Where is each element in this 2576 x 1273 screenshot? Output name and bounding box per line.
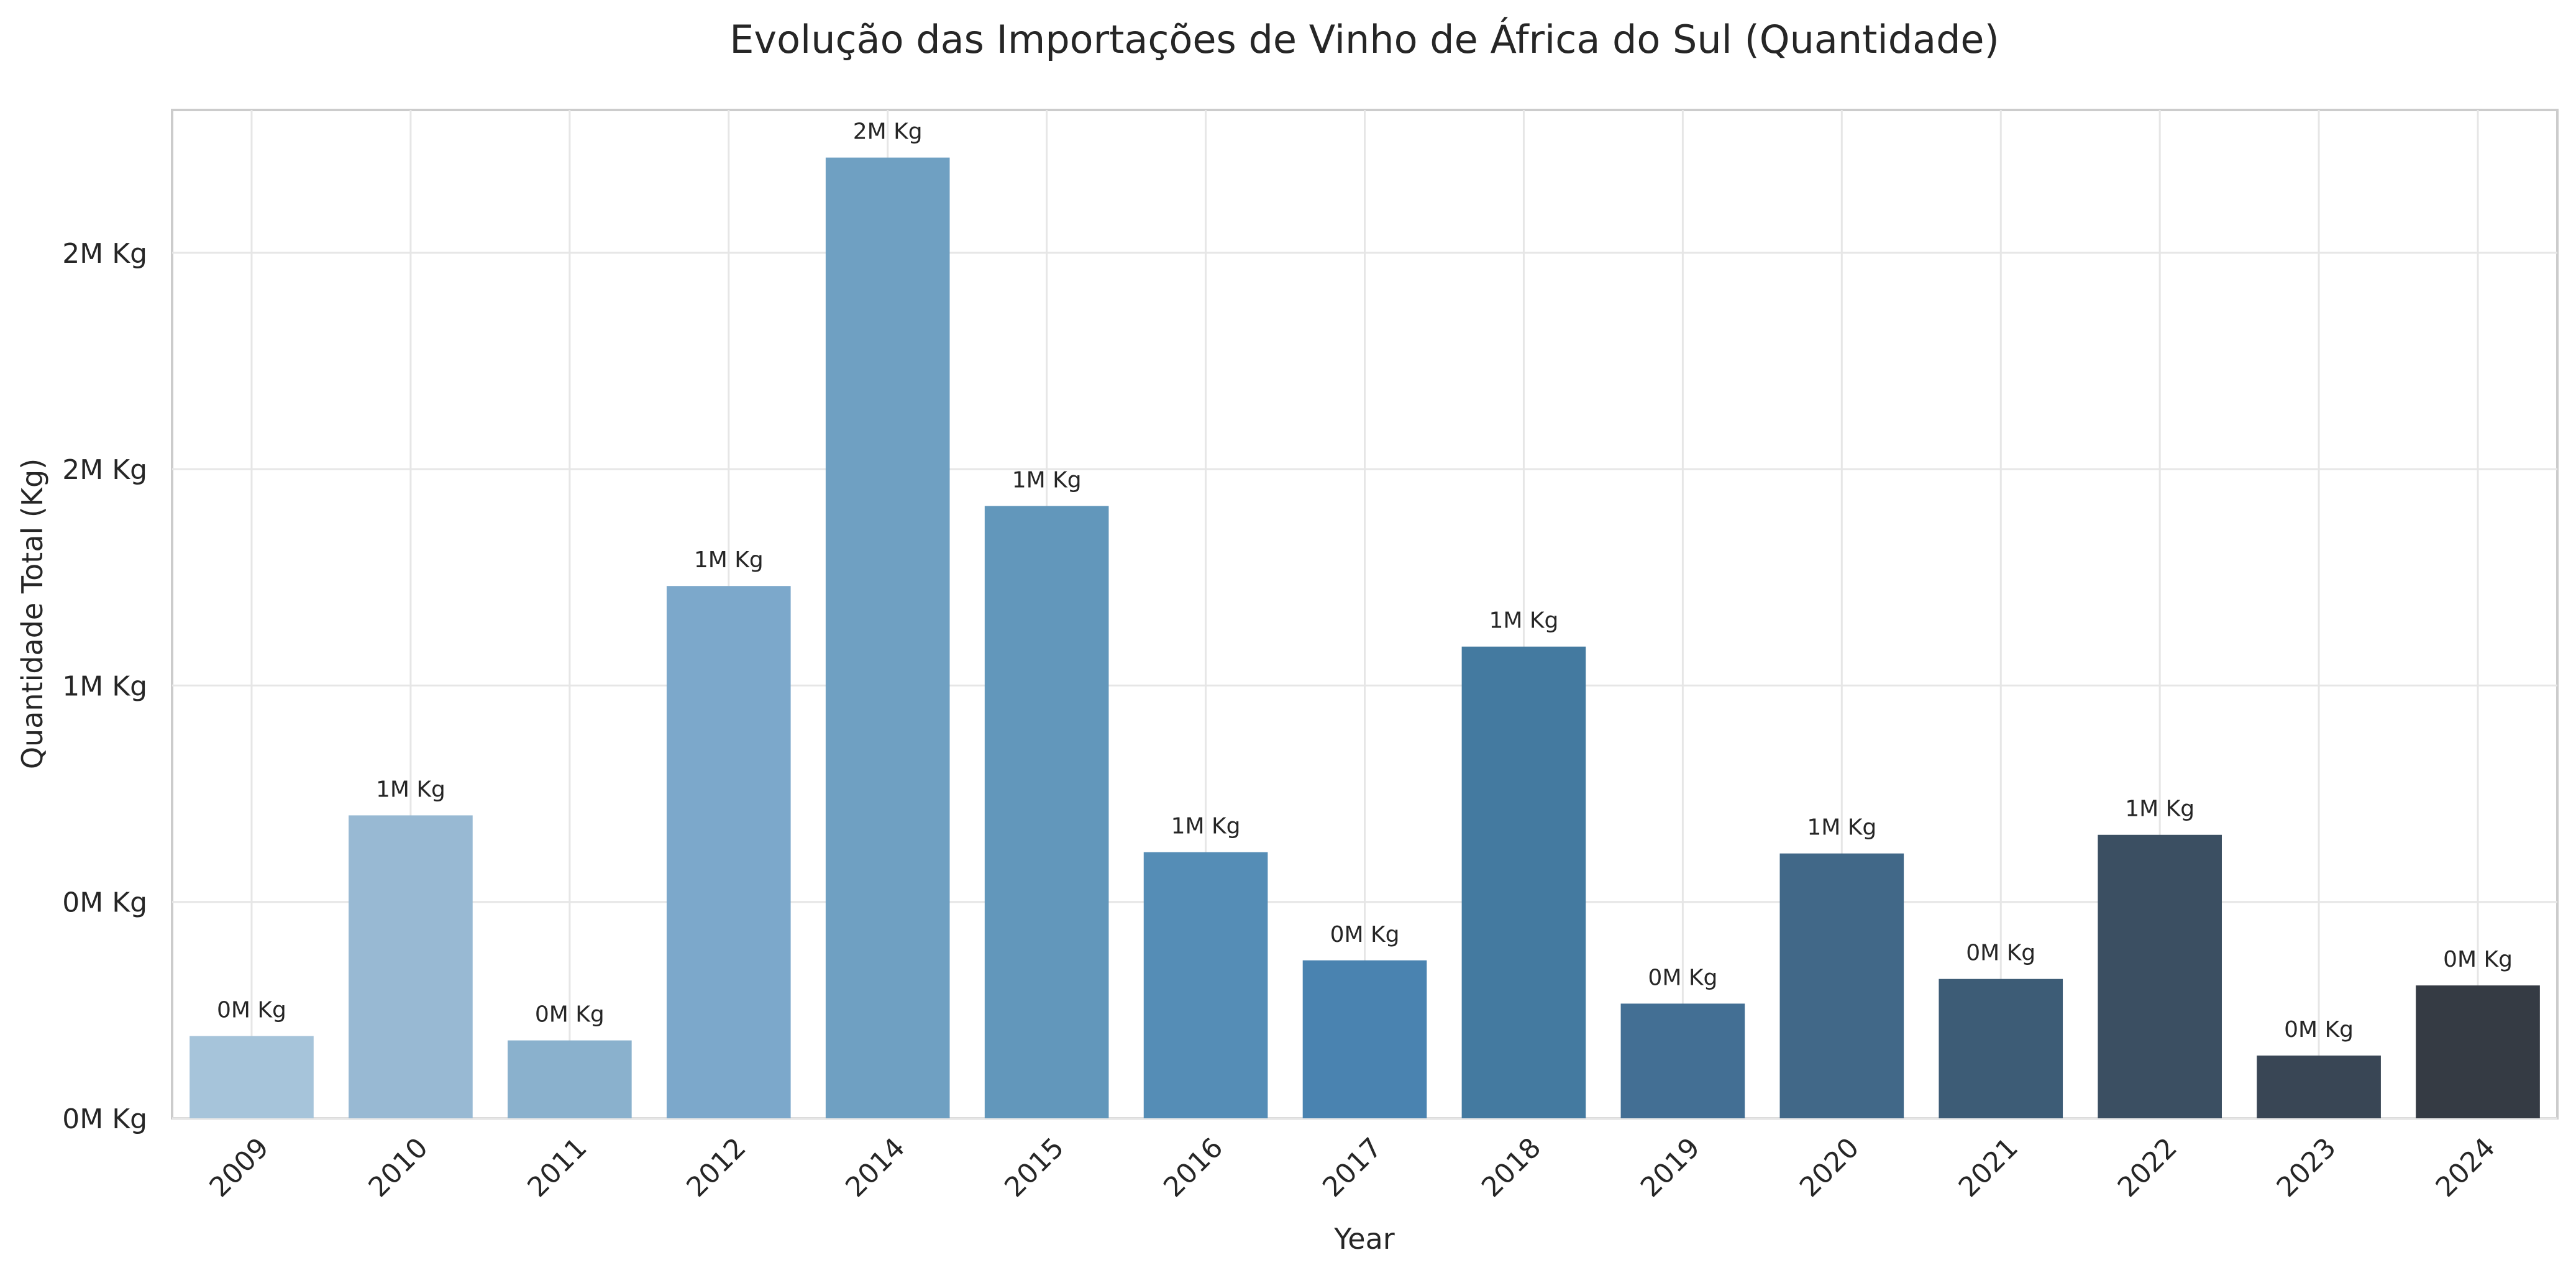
x-tick-label: 2014 [839, 1132, 911, 1203]
x-tick-label: 2010 [362, 1132, 434, 1203]
bar-2016 [1143, 852, 1268, 1118]
chart-title: Evolução das Importações de Vinho de Áfr… [729, 16, 1999, 62]
bar-value-label: 0M Kg [1648, 965, 1717, 990]
y-tick-label: 0M Kg [62, 887, 147, 919]
bar-value-label: 0M Kg [2443, 947, 2513, 972]
x-tick-label: 2022 [2112, 1132, 2183, 1203]
y-axis-ticks: 0M Kg 0M Kg 1M Kg 2M Kg 2M Kg [62, 238, 147, 1135]
bar-2011 [508, 1040, 632, 1118]
x-tick-label: 2019 [1635, 1132, 1706, 1203]
bar-value-label: 1M Kg [1489, 608, 1558, 634]
bar-2020 [1779, 853, 1904, 1118]
bar-2009 [190, 1036, 314, 1118]
y-tick-label: 2M Kg [62, 454, 147, 486]
x-tick-label: 2017 [1317, 1132, 1388, 1203]
bar-2023 [2257, 1055, 2381, 1118]
bar-2015 [984, 506, 1109, 1118]
bar-2010 [349, 815, 473, 1118]
x-tick-label: 2021 [1953, 1132, 2024, 1203]
bar-value-label: 2M Kg [853, 119, 923, 145]
bar-2017 [1302, 960, 1427, 1118]
y-tick-label: 2M Kg [62, 238, 147, 270]
x-tick-label: 2009 [203, 1132, 275, 1203]
bar-value-label: 1M Kg [2125, 796, 2195, 822]
bar-value-label: 1M Kg [1807, 815, 1876, 841]
bar-value-label: 0M Kg [217, 998, 286, 1023]
bar-2019 [1620, 1003, 1745, 1118]
bar-2024 [2416, 985, 2540, 1118]
x-tick-label: 2015 [998, 1132, 1070, 1203]
x-tick-label: 2012 [680, 1132, 752, 1203]
bar-value-label: 1M Kg [1012, 467, 1082, 493]
x-axis-label: Year [1333, 1222, 1394, 1256]
bar-value-label: 1M Kg [1171, 814, 1241, 839]
x-tick-label: 2023 [2271, 1132, 2342, 1203]
bar-value-label: 0M Kg [1966, 941, 2035, 966]
bar-value-label: 1M Kg [694, 547, 764, 573]
bar-2022 [2098, 834, 2222, 1118]
bar-value-label: 1M Kg [376, 777, 445, 802]
bar-value-label: 0M Kg [1330, 922, 1400, 947]
x-tick-label: 2016 [1158, 1132, 1229, 1203]
bar-value-label: 0M Kg [535, 1002, 605, 1028]
x-tick-label: 2020 [1794, 1132, 1865, 1203]
y-tick-label: 1M Kg [62, 670, 147, 702]
bars: 0M Kg 1M Kg 0M Kg 1M Kg 2M Kg 1M Kg 1M Kg 0M Kg… [190, 119, 2540, 1118]
x-tick-label: 2011 [521, 1132, 593, 1203]
bar-2018 [1461, 646, 1586, 1118]
bar-value-label: 0M Kg [2284, 1017, 2354, 1043]
bar-2012 [666, 586, 791, 1118]
bar-2014 [825, 157, 950, 1118]
y-tick-label: 0M Kg [62, 1103, 147, 1135]
bar-2021 [1939, 979, 2063, 1118]
x-tick-label: 2024 [2430, 1132, 2501, 1203]
y-axis-label: Quantidade Total (Kg) [16, 459, 49, 769]
x-axis-ticks: 2009 2010 2011 2012 2014 2015 2016 2017 2018 2019… [203, 1132, 2501, 1203]
x-tick-label: 2018 [1476, 1132, 1547, 1203]
